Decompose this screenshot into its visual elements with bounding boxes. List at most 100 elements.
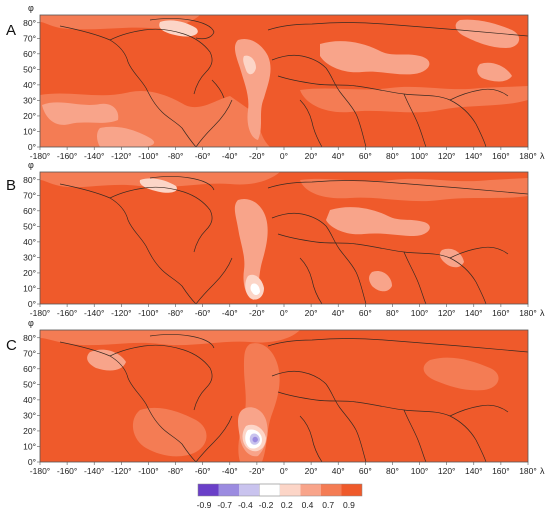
- lat-ticks: 0° 10° 20° 30° 40° 50° 60° 70° 80°: [23, 175, 40, 309]
- lon-tick-label: 20°: [305, 151, 318, 161]
- lon-tick-label: 140°: [465, 466, 483, 476]
- field-region-0.4: [234, 198, 268, 300]
- lon-tick-label: 100°: [411, 308, 429, 318]
- lat-tick-label: 10°: [23, 441, 36, 451]
- lat-tick-label: 80°: [23, 175, 36, 185]
- lon-tick-label: -180°: [30, 151, 50, 161]
- lon-axis-symbol: λ: [540, 308, 545, 318]
- lat-tick-label: 40°: [23, 80, 36, 90]
- field-region-0.7: [300, 178, 528, 202]
- lat-axis-symbol: φ: [28, 3, 34, 13]
- lon-axis-symbol: λ: [540, 466, 545, 476]
- field-region-0.4: [234, 38, 271, 140]
- lat-tick-label: 50°: [23, 379, 36, 389]
- lat-tick-label: 60°: [23, 206, 36, 216]
- lat-tick-label: 20°: [23, 111, 36, 121]
- lon-tick-label: -100°: [138, 466, 158, 476]
- lon-tick-label: 0°: [280, 308, 288, 318]
- lon-tick-label: 100°: [411, 466, 429, 476]
- coastlines: [59, 18, 528, 147]
- lon-tick-label: 180°: [519, 466, 537, 476]
- lon-tick-label: -40°: [222, 151, 238, 161]
- lat-tick-label: 50°: [23, 64, 36, 74]
- lon-tick-label: 0°: [280, 151, 288, 161]
- lon-tick-label: 180°: [519, 151, 537, 161]
- colorbar-label: -0.9: [197, 500, 212, 510]
- map-panel-a: A 0°10°20°30°40°50°60°70°80° -180° -160° -…: [6, 3, 545, 161]
- lat-ticks: 0° 10° 20° 30° 40° 50° 60° 70° 80°: [23, 18, 40, 152]
- colorbar-swatch: [280, 484, 301, 496]
- lon-tick-label: 140°: [465, 151, 483, 161]
- lon-tick-label: -60°: [195, 151, 211, 161]
- lon-tick-label: 60°: [359, 466, 372, 476]
- map-panel-b: B 0°10°20°30°40°50°60°70°80° -180° -160° -…: [6, 160, 545, 318]
- colorbar-label: -0.7: [217, 500, 232, 510]
- coastlines: [59, 176, 528, 304]
- lon-tick-label: -20°: [249, 308, 265, 318]
- lon-tick-label: -40°: [222, 466, 238, 476]
- lat-tick-label: 30°: [23, 410, 36, 420]
- lon-tick-label: 20°: [305, 308, 318, 318]
- lat-tick-label: 0°: [28, 457, 36, 467]
- colorbar-swatch: [198, 484, 219, 496]
- lon-ticks: -180° -160° -140° -120° -100° -80° -60° -40° -20…: [30, 462, 537, 476]
- lat-tick-label: 80°: [23, 333, 36, 343]
- colorbar-label: -0.2: [259, 500, 274, 510]
- lat-tick-label: 70°: [23, 348, 36, 358]
- lon-tick-label: 40°: [332, 308, 345, 318]
- lon-tick-label: 120°: [438, 466, 456, 476]
- lon-ticks: -180° -160° -140° -120° -100° -80° -60° -40° -20…: [30, 147, 537, 161]
- colorbar-swatch: [321, 484, 342, 496]
- colorbar-label: 0.4: [302, 500, 314, 510]
- lon-tick-label: -120°: [111, 466, 131, 476]
- lat-tick-label: 10°: [23, 283, 36, 293]
- lat-ticks: 0° 10° 20° 30° 40° 50° 60° 70° 80°: [23, 333, 40, 467]
- lon-tick-label: -60°: [195, 466, 211, 476]
- field-region-0.4: [320, 41, 430, 75]
- lon-tick-label: -100°: [138, 308, 158, 318]
- field-region-neg0.7: [252, 436, 258, 443]
- lat-tick-label: 60°: [23, 49, 36, 59]
- lat-tick-label: 20°: [23, 268, 36, 278]
- lon-tick-label: 60°: [359, 151, 372, 161]
- panel-label: C: [6, 337, 17, 354]
- lon-tick-label: 80°: [386, 308, 399, 318]
- lon-tick-label: -140°: [84, 466, 104, 476]
- colorbar-frame: [197, 483, 363, 497]
- lon-tick-label: 20°: [305, 466, 318, 476]
- lon-tick-label: 100°: [411, 151, 429, 161]
- lon-tick-label: 0°: [280, 466, 288, 476]
- lat-tick-label: 0°: [28, 299, 36, 309]
- lon-tick-label: 40°: [332, 151, 345, 161]
- field-region-0.4: [326, 207, 430, 236]
- field-region-0.7: [423, 357, 499, 391]
- lon-tick-label: 120°: [438, 308, 456, 318]
- lon-axis-symbol: λ: [540, 151, 545, 161]
- lon-tick-label: -120°: [111, 308, 131, 318]
- lon-ticks: -180° -160° -140° -120° -100° -80° -60° -40° -20…: [30, 304, 537, 318]
- colorbar-swatch: [259, 483, 281, 497]
- lon-tick-label: -140°: [84, 151, 104, 161]
- lon-tick-label: 140°: [465, 308, 483, 318]
- panel-label: B: [6, 177, 16, 194]
- lat-tick-label: 40°: [23, 395, 36, 405]
- field-region-neg0.2: [250, 283, 260, 295]
- lon-tick-label: -60°: [195, 308, 211, 318]
- lon-tick-label: 40°: [332, 466, 345, 476]
- lon-tick-label: -20°: [249, 151, 265, 161]
- lat-tick-label: 70°: [23, 190, 36, 200]
- lat-tick-label: 80°: [23, 18, 36, 28]
- lat-tick-label: 10°: [23, 126, 36, 136]
- field-region-0.4: [477, 62, 512, 82]
- field-region-0.4: [42, 102, 119, 125]
- field-background: [40, 330, 528, 462]
- lat-tick-label: 30°: [23, 252, 36, 262]
- field-region-0.2: [243, 55, 256, 75]
- lon-tick-label: -100°: [138, 151, 158, 161]
- field-region-0.4: [87, 349, 126, 371]
- lat-axis-symbol: φ: [28, 160, 34, 170]
- lon-tick-label: -160°: [57, 151, 77, 161]
- lon-tick-label: -80°: [168, 466, 184, 476]
- lat-tick-label: 70°: [23, 33, 36, 43]
